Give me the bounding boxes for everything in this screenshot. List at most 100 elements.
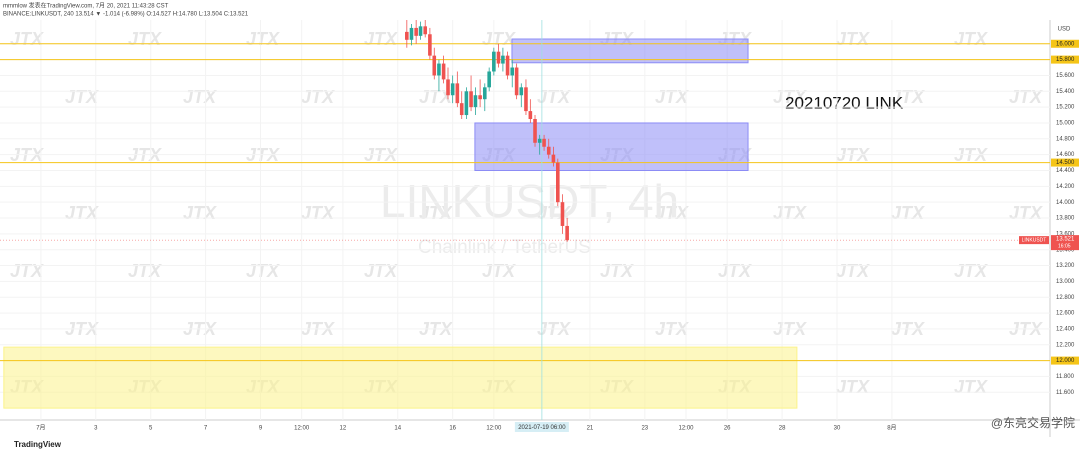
jtx-watermark: JTX xyxy=(1009,203,1043,223)
jtx-watermark: JTX xyxy=(482,29,516,49)
jtx-watermark: JTX xyxy=(364,261,398,281)
candle-body xyxy=(514,67,519,96)
candle-body xyxy=(432,55,437,76)
y-tick-label: 11.600 xyxy=(1056,390,1075,396)
candle-body xyxy=(496,51,501,64)
jtx-watermark: JTX xyxy=(301,87,335,107)
y-tick-label: 15.200 xyxy=(1056,105,1075,111)
x-tick-label: 12:00 xyxy=(678,426,694,432)
x-tick-label: 7 xyxy=(204,426,208,432)
jtx-watermark: JTX xyxy=(183,203,217,223)
candle-body xyxy=(560,202,565,226)
candle-body xyxy=(524,87,528,112)
candle-body xyxy=(501,55,505,64)
jtx-watermark: JTX xyxy=(836,29,870,49)
jtx-watermark: JTX xyxy=(954,377,988,397)
x-tick-label: 12:00 xyxy=(486,426,502,432)
candle-body xyxy=(533,119,537,143)
y-tick-label: 15.000 xyxy=(1056,121,1075,127)
x-tick-label: 12:00 xyxy=(294,426,310,432)
y-tick-label: 12.400 xyxy=(1056,326,1075,332)
x-tick-label: 30 xyxy=(834,426,841,432)
candle-body xyxy=(450,83,455,96)
candle-body xyxy=(455,83,460,104)
jtx-watermark: JTX xyxy=(773,203,807,223)
y-tick-label: 12.800 xyxy=(1056,295,1075,301)
y-tick-label: 14.800 xyxy=(1056,136,1075,142)
annotation: 20210720 LINK xyxy=(785,93,904,112)
x-tick-label: 26 xyxy=(724,426,731,432)
jtx-watermark: JTX xyxy=(128,29,162,49)
x-tick-label: 3 xyxy=(94,426,98,432)
candle-body xyxy=(459,103,464,116)
jtx-watermark: JTX xyxy=(600,261,634,281)
jtx-watermark: JTX xyxy=(10,29,44,49)
candle-body xyxy=(528,111,533,120)
candle-body xyxy=(482,87,487,100)
level-label-bg xyxy=(1051,356,1079,365)
candle-body xyxy=(519,87,524,96)
y-tick-label: 13.400 xyxy=(1056,247,1075,253)
candle-body xyxy=(505,55,510,76)
jtx-watermark: JTX xyxy=(128,261,162,281)
level-label: 15.800 xyxy=(1056,57,1075,63)
zone xyxy=(511,38,749,64)
x-tick-label: 23 xyxy=(641,426,648,432)
jtx-watermark: JTX xyxy=(954,261,988,281)
candle-body xyxy=(441,63,446,80)
candle-body xyxy=(487,71,491,88)
x-tick-label: 9 xyxy=(259,426,263,432)
x-tick-label: 12 xyxy=(340,426,347,432)
candle-body xyxy=(423,26,428,35)
symbol-line: BINANCE:LINKUSDT, 240 13.514 ▼ -1.014 (-… xyxy=(3,12,249,18)
y-tick-label: 14.200 xyxy=(1056,184,1075,190)
symbol-tag: LINKUSDT xyxy=(1022,237,1047,243)
jtx-watermark: JTX xyxy=(246,261,280,281)
jtx-watermark: JTX xyxy=(482,261,516,281)
y-tick-label: 13.200 xyxy=(1056,263,1075,269)
candle-body xyxy=(418,26,423,36)
level-label-bg xyxy=(1051,55,1079,64)
candle-body xyxy=(556,162,560,203)
x-tick-label: 14 xyxy=(394,426,401,432)
candle-body xyxy=(473,95,478,108)
jtx-watermark: JTX xyxy=(65,203,99,223)
x-tick-label: 5 xyxy=(149,426,153,432)
candle-body xyxy=(510,67,515,76)
candle-body xyxy=(409,27,414,40)
candle-body xyxy=(551,154,556,163)
crosshair-label-bg xyxy=(514,422,569,432)
crosshair-label: 2021-07-19 06:00 xyxy=(518,425,566,431)
jtx-watermark: JTX xyxy=(718,261,752,281)
y-tick-label: 15.600 xyxy=(1056,73,1075,79)
jtx-watermark: JTX xyxy=(364,29,398,49)
x-tick-label: 16 xyxy=(449,426,456,432)
candle-body xyxy=(469,91,473,108)
level-label-bg xyxy=(1051,158,1079,167)
last-price-bg xyxy=(1051,235,1079,251)
candle-body xyxy=(464,91,469,116)
jtx-watermark: JTX xyxy=(836,377,870,397)
symbol-watermark: LINKUSDT, 4h xyxy=(380,175,679,227)
x-tick-label: 7月 xyxy=(36,425,45,432)
jtx-watermark: JTX xyxy=(655,87,689,107)
header: mmmlow 发表在TradingView.com, 7月 20, 2021 1… xyxy=(3,2,169,10)
candle-body xyxy=(537,138,542,143)
countdown: 16:05 xyxy=(1058,243,1071,249)
description-watermark: Chainlink / TetherUS xyxy=(418,237,591,258)
y-tick-label: 14.600 xyxy=(1056,152,1075,158)
y-tick-label: 14.400 xyxy=(1056,168,1075,174)
source: @东亮交易学院 xyxy=(991,415,1075,430)
candle-body xyxy=(492,51,496,72)
candle-body xyxy=(405,31,409,40)
jtx-watermark: JTX xyxy=(10,261,44,281)
y-tick-label: 15.400 xyxy=(1056,89,1075,95)
jtx-watermark: JTX xyxy=(1009,87,1043,107)
x-tick-label: 21 xyxy=(587,426,594,432)
level-label: 12.000 xyxy=(1056,358,1075,364)
y-tick-label: 13.600 xyxy=(1056,231,1075,237)
y-tick-label: 12.600 xyxy=(1056,311,1075,317)
brand: TradingView xyxy=(14,440,62,449)
